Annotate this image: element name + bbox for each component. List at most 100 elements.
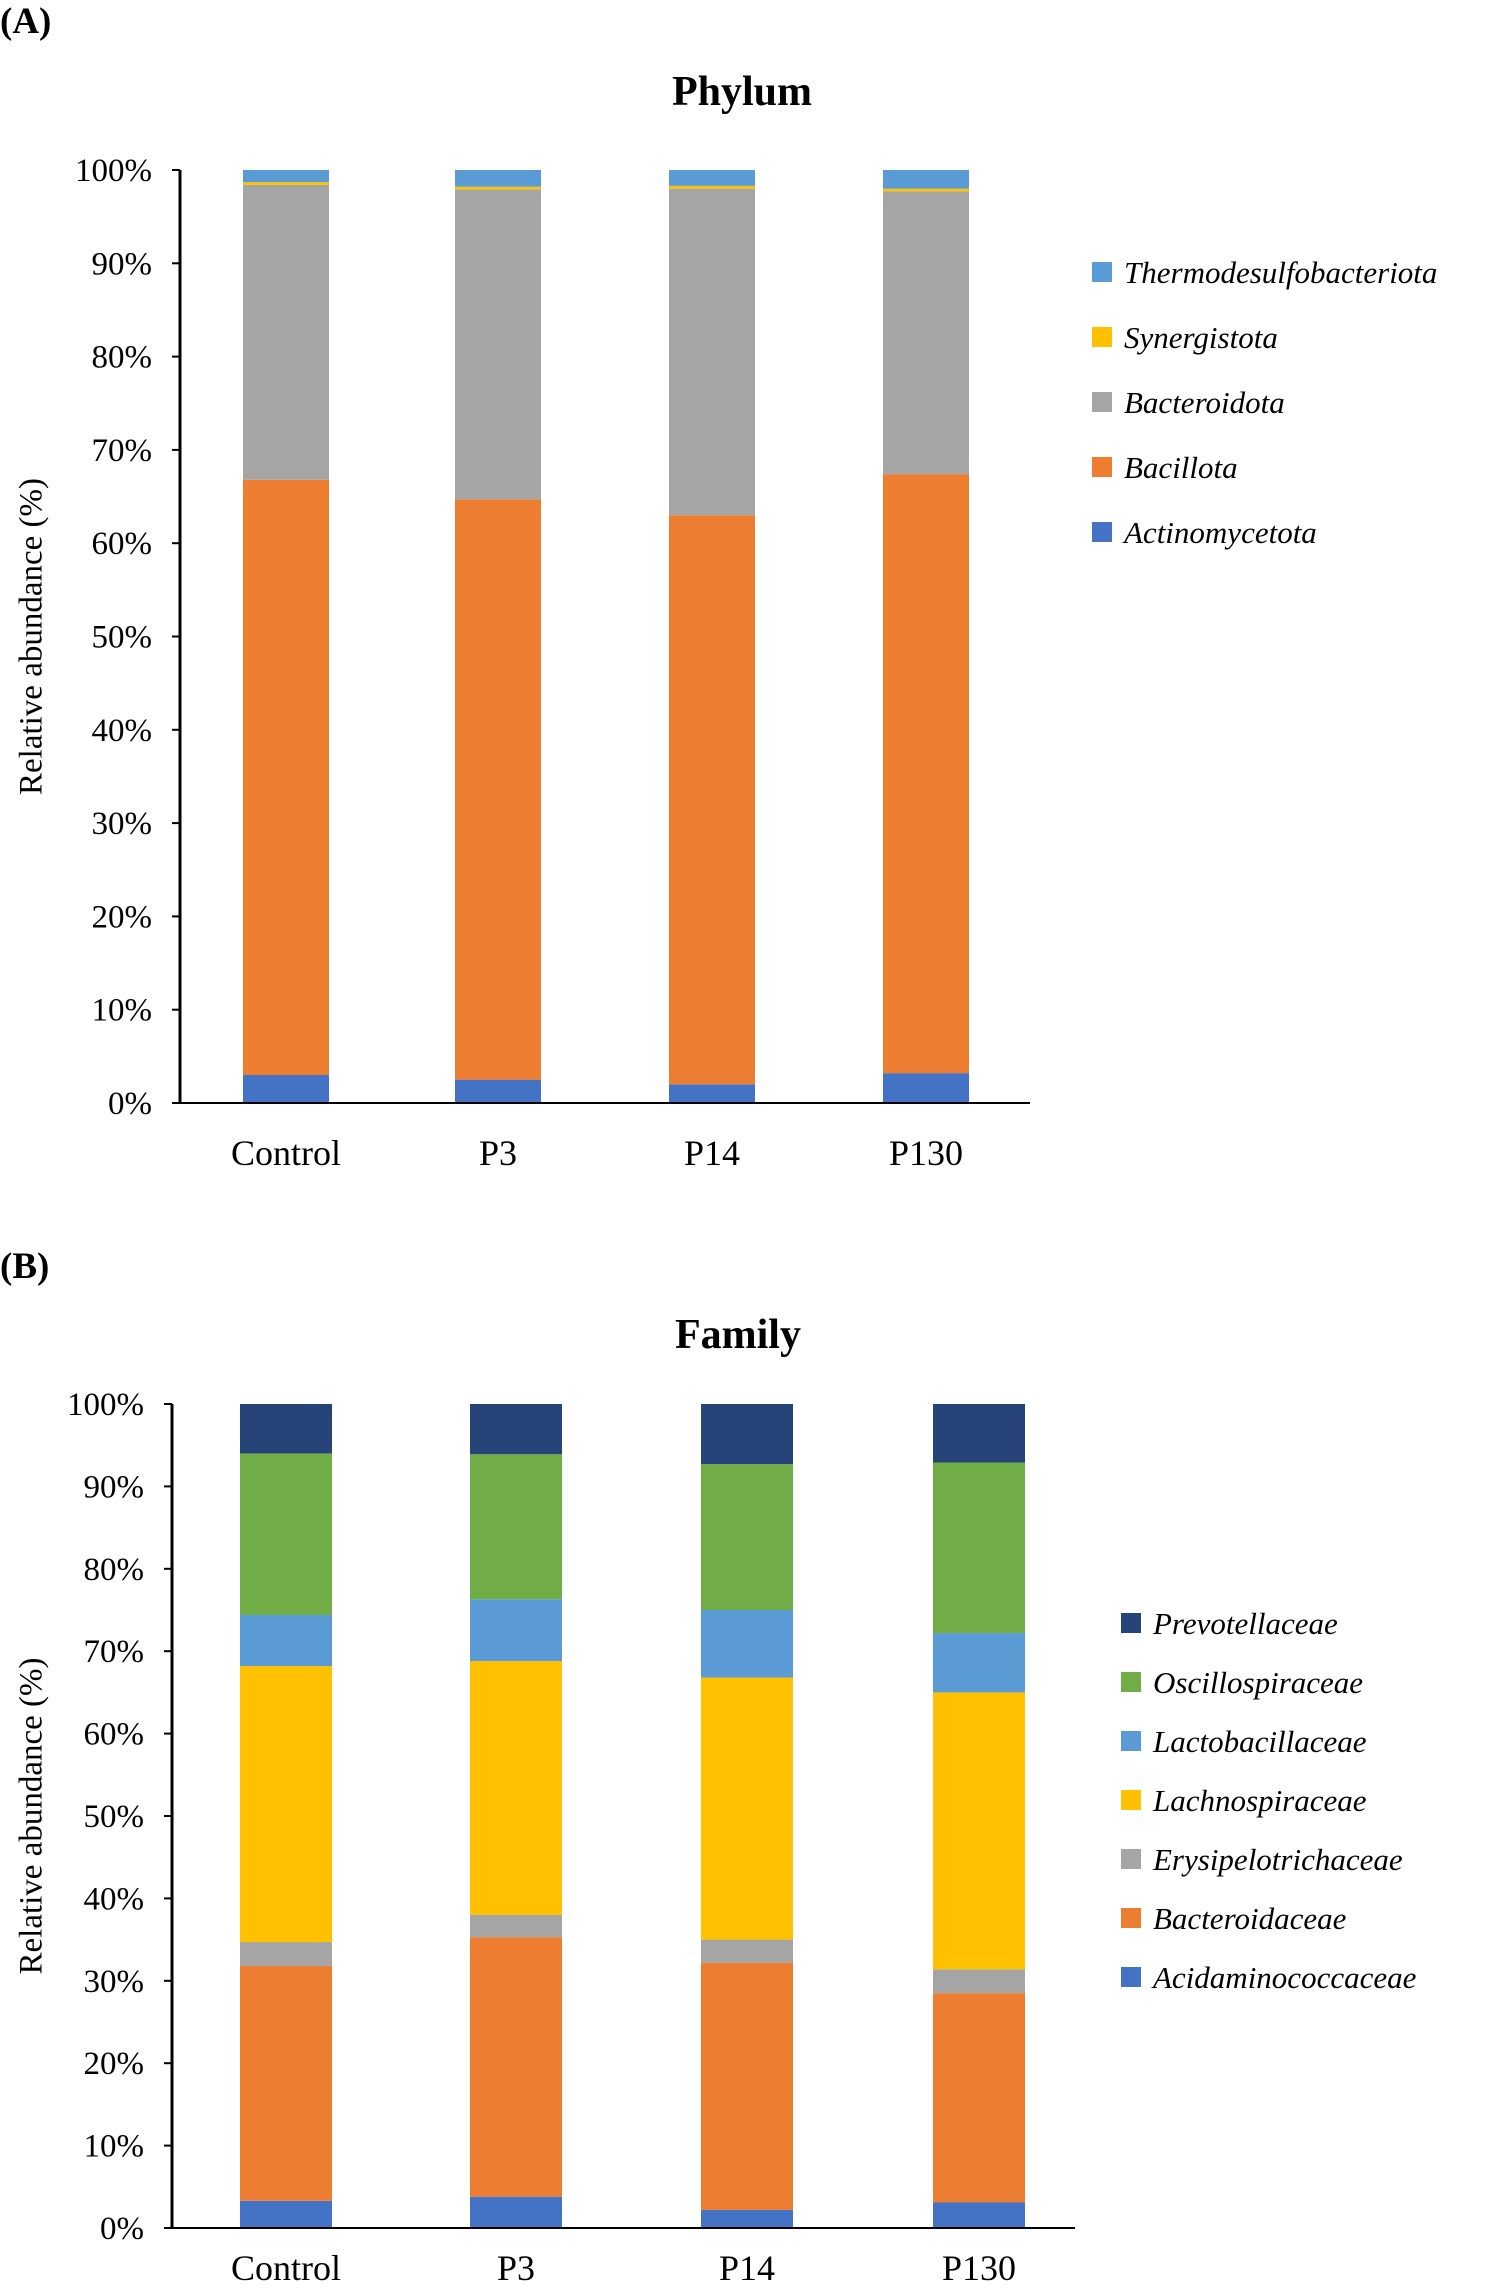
y-tick-label: 90%	[92, 246, 153, 282]
legend-label-acidaminococcaceae: Acidaminococcaceae	[1151, 1960, 1417, 1995]
bar-segment-prevotellaceae-control	[240, 1404, 332, 1454]
bar-segment-acidaminococcaceae-p130	[933, 2202, 1025, 2228]
chart-title: Phylum	[672, 69, 812, 115]
bar-segment-oscillospiraceae-p130	[933, 1462, 1025, 1634]
legend-swatch-lachnospiraceae	[1121, 1790, 1141, 1810]
y-tick-label: 70%	[92, 433, 153, 469]
bar-segment-bacillota-p14	[669, 515, 755, 1085]
legend-label-oscillospiraceae: Oscillospiraceae	[1153, 1665, 1363, 1700]
y-tick-label: 100%	[67, 1387, 144, 1423]
y-tick-label: 90%	[84, 1469, 145, 1505]
legend-swatch-erysipelotrichaceae	[1121, 1849, 1141, 1869]
y-axis-label: Relative abundance (%)	[14, 478, 50, 795]
bar-segment-actinomycetota-control	[243, 1075, 329, 1103]
bar-segment-lachnospiraceae-control	[240, 1666, 332, 1943]
legend-swatch-bacteroidota	[1092, 392, 1112, 412]
y-tick-label: 20%	[84, 2046, 145, 2082]
legend-swatch-acidaminococcaceae	[1121, 1967, 1141, 1987]
bar-segment-bacteroidaceae-p14	[701, 1962, 793, 2210]
y-tick-label: 80%	[84, 1552, 145, 1588]
bar-segment-bacteroidota-p3	[455, 189, 541, 500]
y-tick-label: 40%	[92, 713, 153, 749]
legend-label-bacillota: Bacillota	[1124, 450, 1238, 485]
bar-segment-erysipelotrichaceae-p3	[470, 1914, 562, 1938]
bar-segment-actinomycetota-p130	[883, 1073, 969, 1103]
bar-segment-bacteroidaceae-p130	[933, 1993, 1025, 2203]
legend-swatch-synergistota	[1092, 327, 1112, 347]
bar-segment-thermodesulfobacteriota-p14	[669, 170, 755, 186]
bar-segment-bacteroidota-p130	[883, 191, 969, 475]
bar-segment-erysipelotrichaceae-control	[240, 1942, 332, 1966]
y-tick-label: 100%	[75, 153, 152, 189]
x-category-label: P130	[942, 2248, 1016, 2288]
y-tick-label: 80%	[92, 340, 153, 376]
bar-segment-synergistota-p130	[883, 188, 969, 192]
bar-segment-lactobacillaceae-control	[240, 1614, 332, 1667]
legend-label-lactobacillaceae: Lactobacillaceae	[1152, 1724, 1367, 1759]
y-tick-label: 70%	[84, 1634, 145, 1670]
legend-swatch-oscillospiraceae	[1121, 1672, 1141, 1692]
phylum-chart: Phylum 0% 10% 20% 30% 40% 50% 60% 70% 80% 90% 100% R…	[14, 69, 1438, 1173]
y-tick-label: 0%	[100, 2211, 144, 2247]
legend-label-bacteroidaceae: Bacteroidaceae	[1153, 1901, 1347, 1936]
legend-swatch-bacteroidaceae	[1121, 1908, 1141, 1928]
y-axis-label: Relative abundance (%)	[14, 1657, 50, 1974]
chart-title: Family	[675, 1312, 801, 1358]
x-category-label: P3	[497, 2248, 535, 2288]
panel-label-b: (B)	[0, 1246, 50, 1287]
legend-swatch-actinomycetota	[1092, 522, 1112, 542]
bar-segment-acidaminococcaceae-control	[240, 2200, 332, 2228]
bar-segment-oscillospiraceae-control	[240, 1453, 332, 1615]
bar-segment-prevotellaceae-p130	[933, 1404, 1025, 1463]
x-category-label: Control	[231, 1133, 341, 1173]
y-tick-label: 30%	[84, 1964, 145, 2000]
bar-segment-thermodesulfobacteriota-control	[243, 170, 329, 183]
legend-label-actinomycetota: Actinomycetota	[1122, 515, 1317, 550]
bar-segment-lactobacillaceae-p130	[933, 1633, 1025, 1693]
bar-segment-thermodesulfobacteriota-p130	[883, 170, 969, 189]
bar-segment-synergistota-p14	[669, 185, 755, 189]
bar-segment-oscillospiraceae-p14	[701, 1464, 793, 1610]
panel-label-a: (A)	[0, 1, 52, 42]
bar-segment-erysipelotrichaceae-p130	[933, 1969, 1025, 1994]
legend-swatch-prevotellaceae	[1121, 1613, 1141, 1633]
bar-segment-lactobacillaceae-p14	[701, 1610, 793, 1678]
bar-segment-synergistota-control	[243, 182, 329, 185]
bar-segment-erysipelotrichaceae-p14	[701, 1939, 793, 1963]
legend-label-thermodesulfobacteriota: Thermodesulfobacteriota	[1124, 255, 1437, 290]
bar-segment-actinomycetota-p3	[455, 1079, 541, 1103]
y-tick-label: 40%	[84, 1881, 145, 1917]
legend-label-synergistota: Synergistota	[1124, 320, 1278, 355]
bar-segment-prevotellaceae-p14	[701, 1404, 793, 1465]
bar-segment-actinomycetota-p14	[669, 1084, 755, 1103]
y-tick-label: 50%	[84, 1799, 145, 1835]
y-tick-label: 20%	[92, 899, 153, 935]
family-chart: Family 0% 10% 20% 30% 40% 50% 60% 70% 80% 90% 100% R…	[14, 1312, 1417, 2288]
legend-swatch-thermodesulfobacteriota	[1092, 262, 1112, 282]
x-category-label: P14	[684, 1133, 740, 1173]
x-category-label: P130	[889, 1133, 963, 1173]
bar-segment-lachnospiraceae-p3	[470, 1661, 562, 1915]
bar-segment-oscillospiraceae-p3	[470, 1454, 562, 1600]
bar-segment-synergistota-p3	[455, 186, 541, 190]
bar-segment-bacillota-control	[243, 479, 329, 1076]
y-tick-label: 10%	[92, 993, 153, 1029]
x-category-label: Control	[231, 2248, 341, 2288]
y-tick-label: 50%	[92, 620, 153, 656]
bar-segment-bacteroidota-p14	[669, 188, 755, 516]
legend-label-prevotellaceae: Prevotellaceae	[1152, 1606, 1338, 1641]
bar-segment-lachnospiraceae-p130	[933, 1692, 1025, 1970]
bar-segment-lactobacillaceae-p3	[470, 1599, 562, 1662]
legend-swatch-bacillota	[1092, 457, 1112, 477]
y-tick-label: 0%	[108, 1086, 152, 1122]
bar-segment-bacillota-p130	[883, 474, 969, 1074]
bar-segment-bacillota-p3	[455, 499, 541, 1080]
y-tick-label: 10%	[84, 2129, 145, 2165]
bar-segment-lachnospiraceae-p14	[701, 1677, 793, 1940]
y-tick-label: 60%	[92, 526, 153, 562]
bar-segment-thermodesulfobacteriota-p3	[455, 170, 541, 187]
x-category-label: P3	[479, 1133, 517, 1173]
legend-swatch-lactobacillaceae	[1121, 1731, 1141, 1751]
legend-label-erysipelotrichaceae: Erysipelotrichaceae	[1152, 1842, 1403, 1877]
bar-segment-bacteroidaceae-control	[240, 1965, 332, 2201]
